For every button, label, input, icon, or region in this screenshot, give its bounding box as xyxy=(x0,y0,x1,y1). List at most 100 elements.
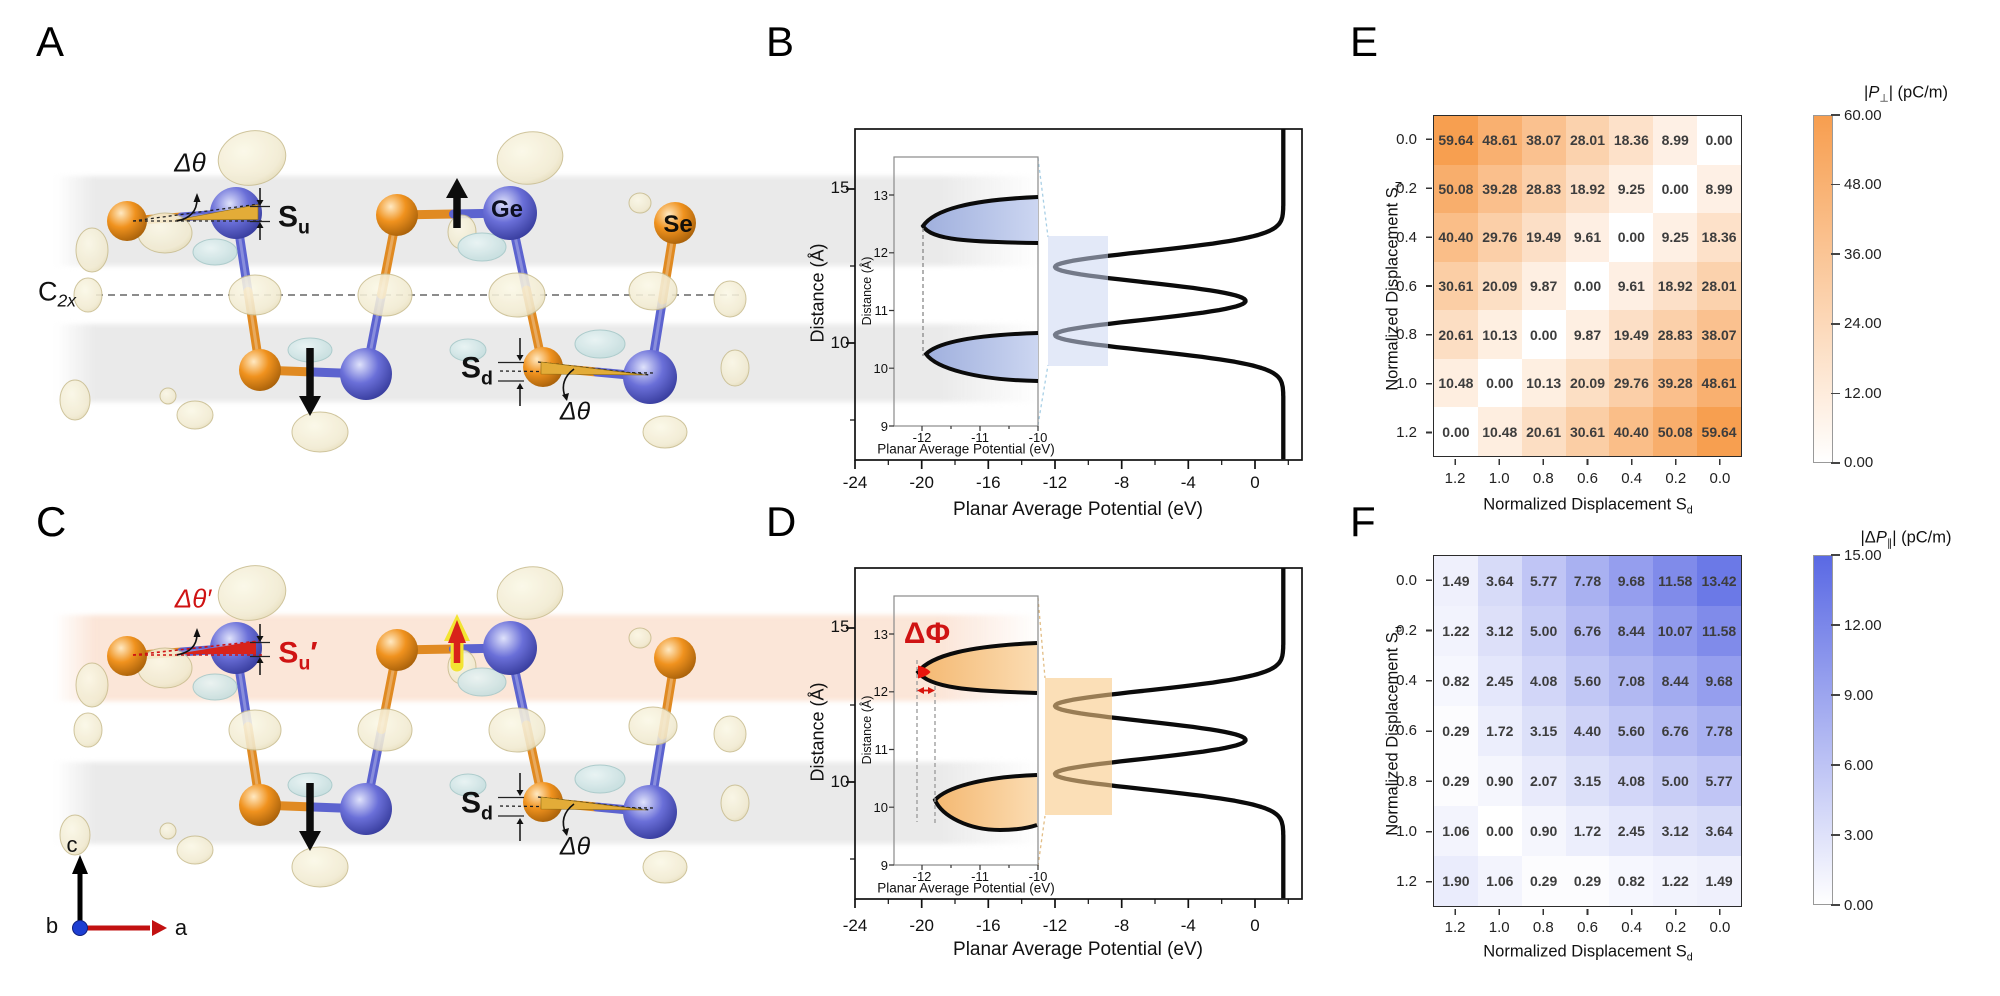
heatmap-cell-value: 9.25 xyxy=(1661,229,1689,246)
heatmap-cell: 39.28 xyxy=(1653,358,1698,408)
heatmap-cell-value: 9.68 xyxy=(1705,673,1733,689)
heatmap-cell: 20.09 xyxy=(1565,358,1610,408)
b-y-axis-title: Distance (Å) xyxy=(807,243,828,343)
heatmap-cell: 2.45 xyxy=(1477,656,1522,706)
heatmap-cell: 30.61 xyxy=(1434,261,1478,311)
heatmap-cell: 0.00 xyxy=(1609,213,1654,262)
heatmap-cell-value: 28.83 xyxy=(1657,326,1693,343)
c-delta-theta-prime-label: Δθ′ xyxy=(174,583,212,614)
heatmap-cell: 20.61 xyxy=(1521,407,1566,456)
heatmap-cell-value: 7.78 xyxy=(1705,723,1733,739)
heatmap-cell: 5.77 xyxy=(1521,556,1566,606)
heatmap-cell-value: 28.01 xyxy=(1569,132,1606,149)
heatmap-cell-value: 10.13 xyxy=(1526,375,1562,392)
heatmap-cell-value: 59.64 xyxy=(1438,132,1474,149)
a-su-label: Su xyxy=(278,200,310,239)
heatmap-cell-value: 20.61 xyxy=(1438,326,1474,343)
heatmap-cell: 5.00 xyxy=(1653,756,1698,806)
heatmap-cell: 10.48 xyxy=(1477,407,1522,456)
heatmap-cell-value: 8.44 xyxy=(1617,623,1645,639)
d-ytick-15: 15 xyxy=(830,617,850,636)
a-delta-theta-upper-label: Δθ xyxy=(174,147,206,178)
heatmap-cell: 6.76 xyxy=(1653,706,1698,756)
heatmap-cell-value: 3.15 xyxy=(1530,723,1558,739)
heatmap-cell-value: 39.28 xyxy=(1657,375,1693,392)
delta-theta-arrowhead xyxy=(193,193,201,202)
heatmap-cell-value: 19.49 xyxy=(1613,326,1649,343)
a-se-label: Se xyxy=(663,211,693,238)
f-colorbar-title: |ΔP∥| (pC/m) xyxy=(1860,528,1952,550)
e-col-labels: 1.2 1.0 0.8 0.6 0.4 0.2 0.0 xyxy=(1433,470,1742,490)
heatmap-cell: 28.83 xyxy=(1653,310,1698,359)
heatmap-cell: 0.90 xyxy=(1521,806,1566,856)
heatmap-cell-value: 9.87 xyxy=(1573,326,1602,343)
heatmap-cell: 59.64 xyxy=(1697,407,1741,456)
heatmap-cell: 1.22 xyxy=(1653,856,1698,906)
c-sd-label: Sd xyxy=(461,786,493,825)
heatmap-cell-value: 0.00 xyxy=(1705,132,1733,149)
heatmap-cell: 7.78 xyxy=(1697,706,1741,756)
f-y-axis-title: Normalized Displacement Su xyxy=(1383,626,1405,836)
heatmap-cell-value: 7.08 xyxy=(1617,673,1645,689)
heatmap-cell-value: 9.87 xyxy=(1530,277,1558,294)
heatmap-cell-value: 29.76 xyxy=(1613,375,1649,392)
e-x-tick-marks xyxy=(1433,458,1742,465)
heatmap-cell: 1.72 xyxy=(1565,806,1610,856)
heatmap-cell-value: 4.08 xyxy=(1530,673,1558,689)
heatmap-cell: 0.00 xyxy=(1521,310,1566,359)
heatmap-cell-value: 9.61 xyxy=(1573,229,1602,246)
f-row-label: 0.4 xyxy=(1396,672,1417,690)
f-row-label: 0.8 xyxy=(1396,772,1417,790)
heatmap-cell: 3.12 xyxy=(1653,806,1698,856)
f-row-label: 1.2 xyxy=(1396,873,1417,891)
a-c2x-label: C2x xyxy=(37,276,77,311)
heatmap-cell-value: 1.22 xyxy=(1442,623,1470,639)
heatmap-cell-value: 9.61 xyxy=(1617,277,1645,294)
f-row-label: 0.2 xyxy=(1396,621,1417,639)
heatmap-f: 1.49 3.64 5.77 7.78 9.68 11.58 13.42 1.22 3.12 5.… xyxy=(1433,555,1742,907)
e-row-label: 0.8 xyxy=(1396,326,1417,344)
heatmap-cell-value: 38.07 xyxy=(1526,132,1562,149)
heatmap-cell: 0.29 xyxy=(1521,856,1566,906)
b-x-tick-labels: -24 -20 -16 -12 -8 -4 0 xyxy=(842,473,1260,492)
heatmap-cell: 39.28 xyxy=(1477,164,1522,214)
d-x-tick-labels: -24 -20 -16 -12 -8 -4 0 xyxy=(842,916,1260,935)
heatmap-cell-value: 0.00 xyxy=(1486,375,1514,392)
f-row-label: 0.0 xyxy=(1396,571,1417,589)
heatmap-cell: 7.78 xyxy=(1565,556,1610,606)
f-col-label: 1.2 xyxy=(1444,919,1466,936)
heatmap-cell: 19.49 xyxy=(1609,310,1654,359)
b-x-axis-title: Planar Average Potential (eV) xyxy=(953,499,1203,520)
heatmap-cell: 18.92 xyxy=(1653,261,1698,311)
heatmap-cell: 9.87 xyxy=(1565,310,1610,359)
heatmap-cell: 30.61 xyxy=(1565,407,1610,456)
b-inset-x-axis-title: Planar Average Potential (eV) xyxy=(877,441,1055,457)
f-col-label: 0.4 xyxy=(1621,919,1643,936)
heatmap-cell-value: 2.07 xyxy=(1530,773,1558,789)
e-y-axis-title: Normalized Displacement Su xyxy=(1383,181,1405,391)
heatmap-cell-value: 50.08 xyxy=(1657,423,1693,440)
heatmap-cell: 5.60 xyxy=(1609,706,1654,756)
f-y-tick-marks xyxy=(1426,555,1432,907)
heatmap-cell: 8.99 xyxy=(1697,164,1741,214)
heatmap-cell: 40.40 xyxy=(1434,213,1478,262)
heatmap-cell: 11.58 xyxy=(1697,606,1741,656)
heatmap-cell: 0.29 xyxy=(1434,756,1478,806)
heatmap-cell: 0.00 xyxy=(1565,261,1610,311)
heatmap-cell: 0.29 xyxy=(1434,706,1478,756)
heatmap-cell-value: 5.00 xyxy=(1530,623,1558,639)
heatmap-cell: 5.60 xyxy=(1565,656,1610,706)
b-ytick-10: 10 xyxy=(830,333,850,352)
heatmap-cell-value: 59.64 xyxy=(1701,423,1737,440)
zoom-highlight-region xyxy=(1045,678,1112,815)
zoom-connector-lines xyxy=(1037,597,1046,867)
a-sd-label: Sd xyxy=(461,351,493,390)
heatmap-cell: 1.49 xyxy=(1697,856,1741,906)
f-col-label: 0.2 xyxy=(1665,919,1687,936)
f-col-label: 0.8 xyxy=(1532,919,1554,936)
heatmap-cell-value: 1.72 xyxy=(1573,823,1602,839)
heatmap-cell: 0.00 xyxy=(1653,164,1698,214)
lower-well-pocket xyxy=(926,333,1038,381)
heatmap-cell-value: 0.82 xyxy=(1617,873,1645,889)
e-x-axis-title: Normalized Displacement Sd xyxy=(1483,495,1693,517)
